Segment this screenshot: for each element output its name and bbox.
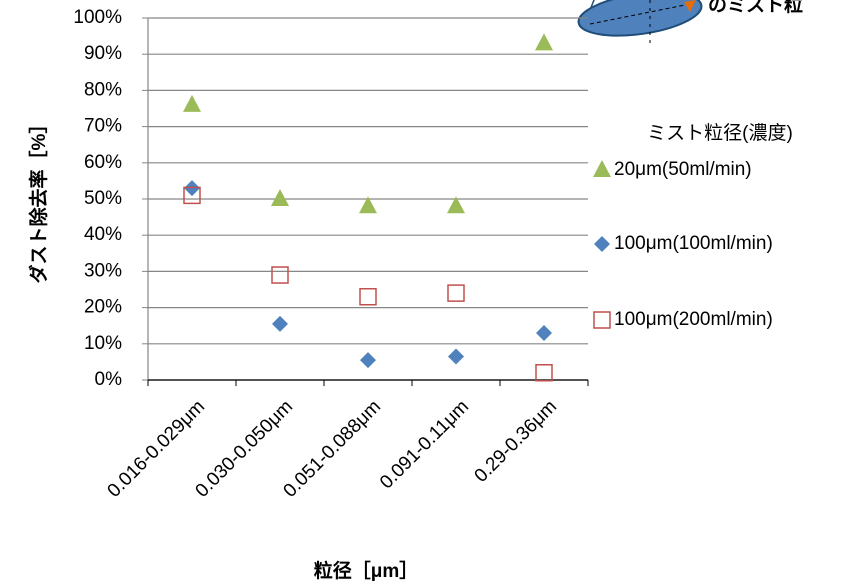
y-tick-label: 40% [84,224,122,245]
y-tick-label: 100% [73,7,122,28]
y-tick-label: 50% [84,188,122,209]
data-point [448,285,464,301]
y-tick-label: 30% [84,260,122,281]
data-point [448,348,464,364]
y-tick-label: 20% [84,297,122,318]
legend-label: 20μm(50ml/min) [614,159,752,180]
y-tick-label: 60% [84,152,122,173]
x-axis-title: 粒径［μm］ [314,559,419,582]
data-point [272,267,288,283]
x-tick-label: 0.091-0.11μm [376,396,473,493]
legend-marker [594,236,610,252]
data-point [536,365,552,381]
data-point [183,95,201,112]
legend-label: 100μm(100ml/min) [614,233,773,254]
legend-label: 100μm(200ml/min) [614,309,773,330]
legend-marker [593,160,611,177]
annotation: のミスト粒 [708,0,803,16]
data-point [360,352,376,368]
y-tick-label: 10% [84,333,122,354]
chart: のミスト粒 ダスト除去率［%］ 粒径［μm］ ミスト粒径(濃度) 0% 10% 20… [0,0,845,586]
callout-ellipse [576,0,704,42]
y-tick-label: 90% [84,43,122,64]
y-axis-title: ダスト除去率［%］ [27,115,50,284]
data-point [535,33,553,50]
legend-marker [594,312,610,328]
y-tick-label: 0% [95,369,123,390]
data-point [536,325,552,341]
data-point [360,289,376,305]
legend-title: ミスト粒径(濃度) [647,122,793,144]
x-tick-label: 0.29-0.36μm [471,396,562,487]
data-point [271,189,289,206]
data-point [272,316,288,332]
y-tick-label: 80% [84,79,122,100]
data-point [184,180,200,196]
callout [576,0,704,45]
y-tick-label: 70% [84,116,122,137]
